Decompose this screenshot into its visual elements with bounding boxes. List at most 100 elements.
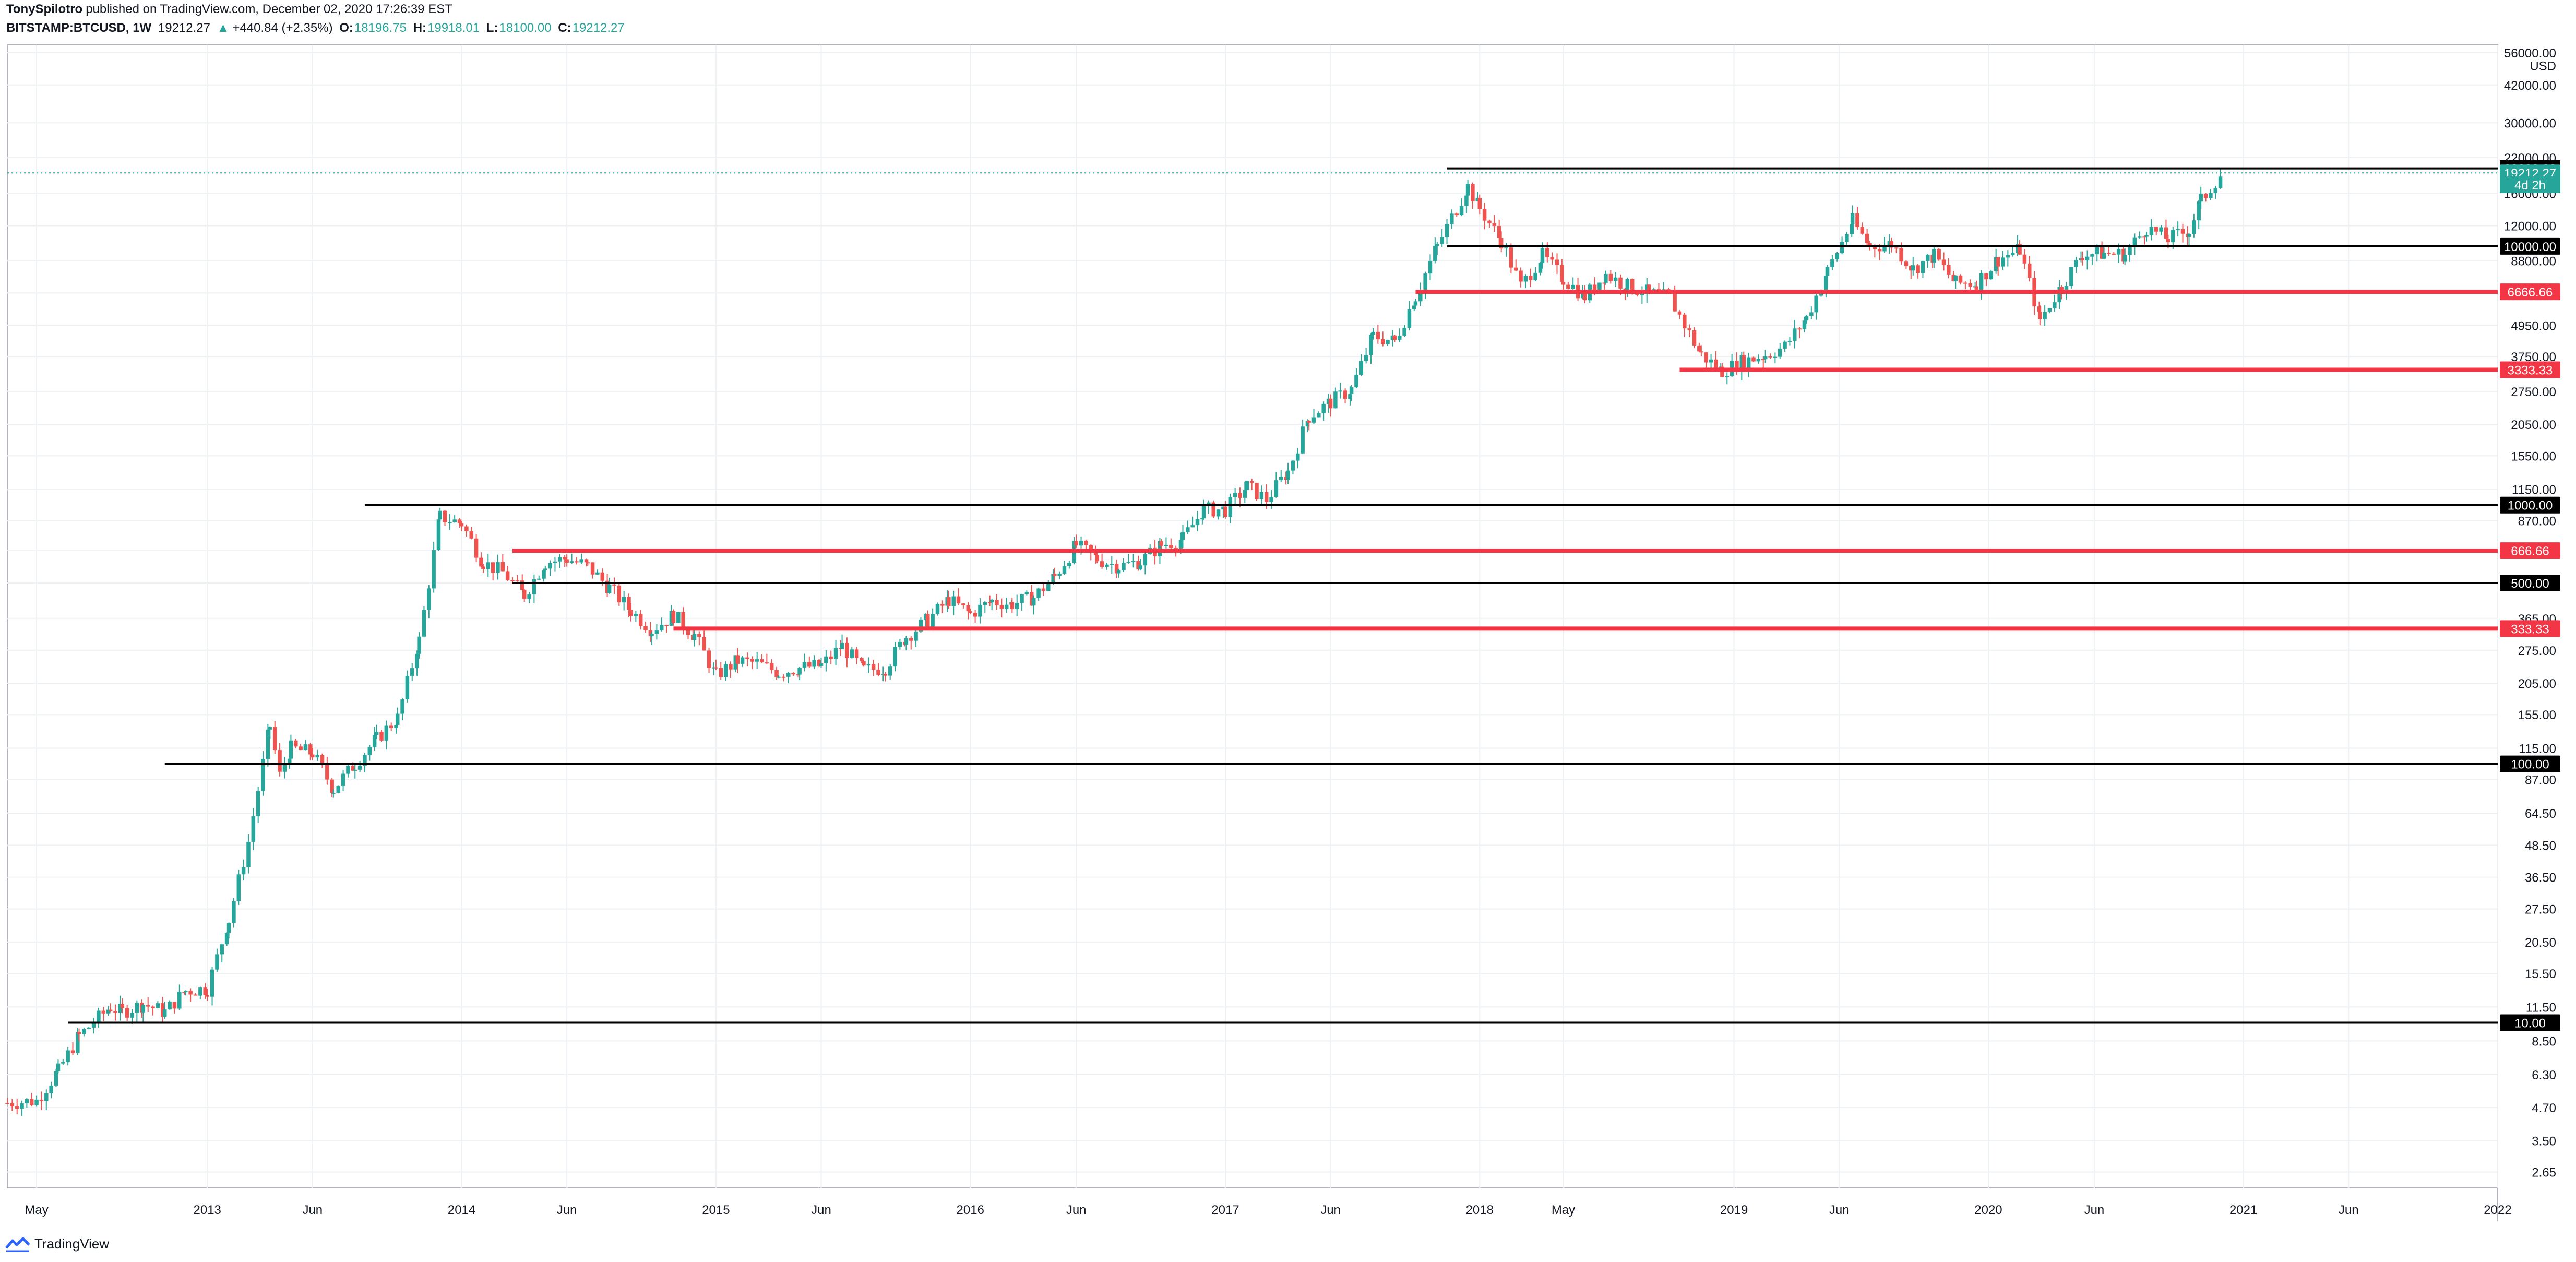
candle-body [125, 1008, 129, 1018]
candle-body [1164, 545, 1168, 546]
candle-body [1407, 309, 1412, 328]
candle-body [781, 676, 786, 678]
candle-body [1899, 248, 1903, 262]
candle-body [1435, 244, 1439, 246]
candle-body [1190, 525, 1195, 528]
y-tick-label: 11.50 [2526, 1001, 2556, 1015]
candle-body [500, 562, 505, 572]
candle-body [1889, 241, 1894, 248]
price-tag: 4d 2h [2500, 176, 2560, 193]
candle-body [315, 755, 319, 758]
candle-body [25, 1099, 29, 1103]
candle-body [91, 1023, 96, 1028]
y-tick-label: 870.00 [2518, 515, 2556, 529]
candle-body [2047, 308, 2052, 312]
candle-body [353, 769, 357, 771]
candle-body [1475, 198, 1480, 201]
candle-body [686, 628, 690, 635]
candle-body [1742, 355, 1746, 369]
candle-body [1259, 492, 1264, 499]
candle-body [714, 667, 718, 669]
candle-body [479, 557, 483, 567]
candle-body [1333, 391, 1338, 409]
candle-body [54, 1071, 58, 1086]
axis-unit-label: USD [2530, 59, 2556, 73]
candle-body [1450, 213, 1454, 224]
candle-body [70, 1050, 75, 1053]
candle-body [82, 1029, 86, 1034]
candle-body [2180, 229, 2185, 234]
published-text: published on TradingView.com, December 0… [86, 2, 452, 16]
y-tick-label: 48.50 [2525, 839, 2556, 853]
candle-body [1413, 301, 1418, 306]
candle-body [926, 614, 930, 627]
candle-body [829, 656, 833, 659]
candle-body [1138, 565, 1142, 570]
price-tag-text: 100.00 [2511, 758, 2549, 772]
symbol-line: BITSTAMP:BTCUSD, 1W 19212.27 ▲ +440.84 (+… [6, 21, 628, 35]
author-name[interactable]: TonySpilotro [6, 2, 83, 16]
candle-body [341, 773, 345, 786]
candle-body [1911, 265, 1915, 271]
candle-body [1683, 314, 1687, 329]
candle-body [491, 562, 495, 573]
candle-body [156, 1003, 160, 1008]
candle-body [330, 779, 334, 793]
candle-body [983, 602, 987, 605]
candle-body [707, 650, 711, 669]
candle-body [1349, 387, 1354, 394]
candle-body [2001, 257, 2005, 267]
x-tick-label: Jun [1829, 1203, 1850, 1217]
candle-body [1249, 481, 1254, 483]
candle-body [56, 1063, 61, 1071]
candle-body [1996, 257, 2000, 267]
candle-body [1618, 277, 1623, 289]
candle-body [331, 793, 336, 794]
y-tick-label: 1550.00 [2511, 449, 2556, 463]
candle-body [1560, 265, 1564, 282]
price-tag-text: 333.33 [2511, 622, 2549, 636]
candle-body [2171, 230, 2175, 243]
candle-body [1513, 267, 1518, 271]
candle-body [605, 580, 610, 593]
price-tag-box [2500, 283, 2560, 301]
candle-body [1746, 357, 1751, 369]
candle-body [34, 1099, 39, 1105]
candle-body [1647, 284, 1651, 290]
open-value: 18196.75 [354, 21, 407, 35]
candle-body [595, 572, 600, 575]
candle-body [947, 597, 951, 606]
candle-body [876, 670, 880, 675]
price-tag: 10.00 [2500, 1014, 2560, 1031]
candle-body [1932, 249, 1936, 263]
candle-body [735, 655, 740, 664]
x-tick-label: 2017 [1211, 1203, 1239, 1217]
candle-body [607, 584, 612, 593]
candle-body [850, 649, 854, 658]
candle-body [266, 729, 270, 759]
candle-body [135, 1003, 139, 1013]
candle-body [1540, 248, 1545, 263]
y-tick-label: 4.70 [2532, 1101, 2556, 1115]
y-tick-label: 2050.00 [2511, 418, 2556, 432]
candle-body [1652, 289, 1656, 291]
candle-body [543, 568, 547, 570]
y-tick-label: 64.50 [2525, 807, 2556, 821]
candle-body [532, 579, 536, 594]
brand-name[interactable]: TradingView [34, 1236, 110, 1252]
candle-body [542, 570, 546, 579]
candle-body [719, 668, 723, 677]
candle-body [733, 655, 738, 670]
candle-body [999, 605, 1004, 609]
candle-body [1371, 331, 1375, 335]
candle-body [106, 1009, 111, 1014]
candle-body [1412, 305, 1416, 309]
candle-body [1725, 376, 1730, 377]
candle-body [612, 584, 616, 586]
candle-body [1592, 284, 1597, 292]
candle-body [1032, 598, 1036, 606]
candle-body [101, 1010, 105, 1014]
candle-body [1126, 562, 1131, 563]
candle-body [1122, 563, 1126, 570]
